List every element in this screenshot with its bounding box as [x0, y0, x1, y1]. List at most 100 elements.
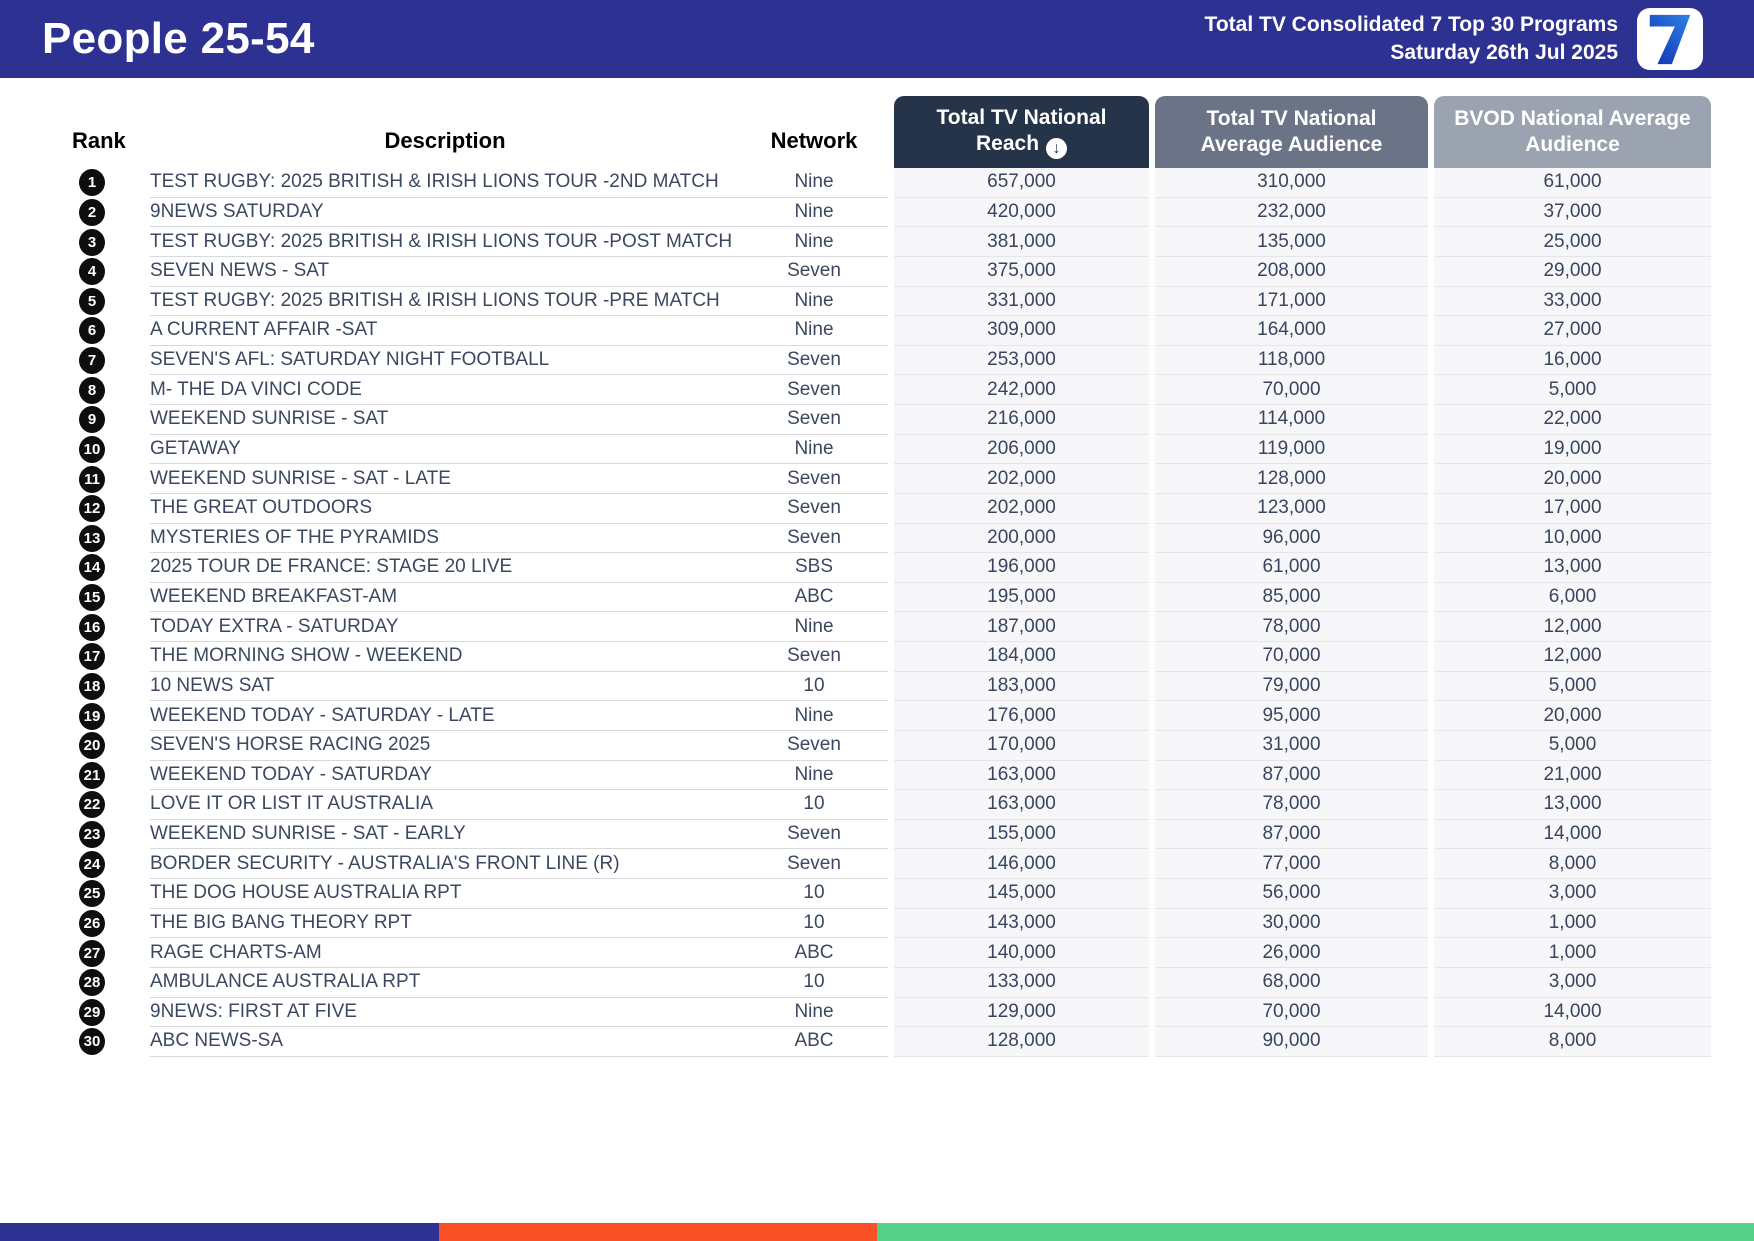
- total-tv-reach-value: 309,000: [894, 316, 1149, 346]
- total-tv-average-audience-value: 87,000: [1155, 760, 1428, 791]
- bvod-average-audience-value: 27,000: [1434, 316, 1711, 346]
- network-cell: Seven: [740, 524, 888, 554]
- program-description: WEEKEND SUNRISE - SAT - LATE: [150, 464, 740, 494]
- rank-badge-cell: 10: [72, 435, 112, 465]
- rank-badge: 25: [79, 880, 105, 908]
- table-row: 7 SEVEN'S AFL: SATURDAY NIGHT FOOTBALL Sev…: [72, 345, 1711, 376]
- table-row: 28 AMBULANCE AUSTRALIA RPT 10 133,000 68,000…: [72, 967, 1711, 998]
- network-cell: Seven: [740, 375, 888, 405]
- program-description: A CURRENT AFFAIR -SAT: [150, 316, 740, 346]
- total-tv-average-audience-value: 78,000: [1155, 790, 1428, 820]
- bvod-average-audience-value: 19,000: [1434, 434, 1711, 465]
- table-row: 26 THE BIG BANG THEORY RPT 10 143,000 30,000…: [72, 908, 1711, 939]
- bvod-average-audience-value: 13,000: [1434, 790, 1711, 820]
- total-tv-reach-value: 143,000: [894, 908, 1149, 939]
- rank-badge-cell: 20: [72, 731, 112, 761]
- table-row: 30 ABC NEWS-SA ABC 128,000 90,000 8,000: [72, 1027, 1711, 1057]
- program-description: MYSTERIES OF THE PYRAMIDS: [150, 524, 740, 554]
- rank-badge: 11: [79, 465, 105, 493]
- rank-badge-cell: 11: [72, 464, 112, 494]
- network-cell: 10: [740, 672, 888, 702]
- total-tv-average-audience-value: 79,000: [1155, 671, 1428, 702]
- rank-badge: 10: [79, 435, 105, 463]
- network-cell: Nine: [740, 168, 888, 198]
- rank-badge-cell: 1: [72, 168, 112, 198]
- bvod-average-audience-value: 13,000: [1434, 553, 1711, 583]
- total-tv-reach-value: 133,000: [894, 967, 1149, 998]
- network-cell: 10: [740, 790, 888, 820]
- program-description: SEVEN'S AFL: SATURDAY NIGHT FOOTBALL: [150, 346, 740, 376]
- column-header-total-tv-reach[interactable]: Total TV National Reach ↓: [894, 96, 1149, 168]
- bvod-average-audience-value: 3,000: [1434, 879, 1711, 909]
- column-header-network: Network: [770, 128, 858, 153]
- total-tv-average-audience-value: 77,000: [1155, 849, 1428, 879]
- rank-badge: 20: [79, 732, 105, 760]
- rank-badge-cell: 24: [72, 849, 112, 879]
- network-cell: ABC: [740, 1027, 888, 1057]
- rank-badge-cell: 2: [72, 198, 112, 228]
- total-tv-reach-value: 202,000: [894, 464, 1149, 494]
- table-row: 18 10 NEWS SAT 10 183,000 79,000 5,000: [72, 671, 1711, 702]
- bvod-average-audience-value: 5,000: [1434, 375, 1711, 405]
- total-tv-reach-value: 128,000: [894, 1027, 1149, 1057]
- program-description: AMBULANCE AUSTRALIA RPT: [150, 968, 740, 998]
- rank-badge: 23: [79, 821, 105, 849]
- rank-badge-cell: 5: [72, 287, 112, 317]
- network-cell: Seven: [740, 257, 888, 287]
- table-row: 24 BORDER SECURITY - AUSTRALIA'S FRONT LI…: [72, 849, 1711, 879]
- total-tv-reach-value: 155,000: [894, 819, 1149, 850]
- rank-badge: 5: [79, 287, 105, 315]
- network-cell: Nine: [740, 287, 888, 317]
- total-tv-reach-value: 200,000: [894, 523, 1149, 554]
- table-row: 6 A CURRENT AFFAIR -SAT Nine 309,000 164,000…: [72, 316, 1711, 346]
- bvod-average-audience-value: 61,000: [1434, 168, 1711, 198]
- total-tv-average-audience-value: 135,000: [1155, 227, 1428, 257]
- total-tv-average-audience-value: 171,000: [1155, 286, 1428, 317]
- total-tv-average-audience-value: 61,000: [1155, 553, 1428, 583]
- rank-badge-cell: 29: [72, 998, 112, 1028]
- rank-badge-cell: 8: [72, 375, 112, 405]
- total-tv-reach-value: 242,000: [894, 375, 1149, 405]
- program-description: 9NEWS SATURDAY: [150, 198, 740, 228]
- rank-badge: 24: [79, 850, 105, 878]
- total-tv-average-audience-value: 31,000: [1155, 730, 1428, 761]
- total-tv-reach-value: 184,000: [894, 642, 1149, 672]
- column-header-description: Description: [384, 128, 506, 153]
- sort-descending-icon[interactable]: ↓: [1046, 138, 1068, 160]
- network-cell: ABC: [740, 583, 888, 613]
- total-tv-average-audience-value: 78,000: [1155, 612, 1428, 642]
- network-cell: Seven: [740, 820, 888, 850]
- total-tv-reach-value: 163,000: [894, 790, 1149, 820]
- column-header-total-tv-average-audience[interactable]: Total TV National Average Audience: [1155, 96, 1428, 168]
- rank-badge: 30: [79, 1028, 105, 1056]
- network-cell: Nine: [740, 435, 888, 465]
- network-cell: 10: [740, 968, 888, 998]
- top-30-table: Rank Description Network Total TV Nation…: [72, 96, 1711, 1057]
- program-description: TEST RUGBY: 2025 BRITISH & IRISH LIONS T…: [150, 168, 740, 198]
- table-row: 17 THE MORNING SHOW - WEEKEND Seven 184,000…: [72, 642, 1711, 672]
- footer-bar-segment: [0, 1223, 439, 1241]
- network-cell: Nine: [740, 761, 888, 791]
- rank-badge: 17: [79, 643, 105, 671]
- rank-badge-cell: 28: [72, 968, 112, 998]
- network-cell: Nine: [740, 701, 888, 731]
- table-row: 20 SEVEN'S HORSE RACING 2025 Seven 170,000 3…: [72, 730, 1711, 761]
- table-row: 21 WEEKEND TODAY - SATURDAY Nine 163,000 87,…: [72, 760, 1711, 791]
- table-row: 5 TEST RUGBY: 2025 BRITISH & IRISH LIONS …: [72, 286, 1711, 317]
- total-tv-average-audience-value: 70,000: [1155, 642, 1428, 672]
- table-row: 16 TODAY EXTRA - SATURDAY Nine 187,000 78,00…: [72, 612, 1711, 642]
- total-tv-average-audience-value: 128,000: [1155, 464, 1428, 494]
- total-tv-average-audience-value: 232,000: [1155, 197, 1428, 228]
- table-body: 1 TEST RUGBY: 2025 BRITISH & IRISH LIONS …: [72, 168, 1711, 1057]
- program-description: THE BIG BANG THEORY RPT: [150, 909, 740, 939]
- total-tv-reach-value: 187,000: [894, 612, 1149, 642]
- bvod-average-audience-value: 10,000: [1434, 523, 1711, 554]
- rank-badge-cell: 21: [72, 761, 112, 791]
- bvod-average-audience-value: 8,000: [1434, 1027, 1711, 1057]
- network-cell: Nine: [740, 316, 888, 346]
- program-description: TODAY EXTRA - SATURDAY: [150, 612, 740, 642]
- bvod-average-audience-value: 5,000: [1434, 730, 1711, 761]
- column-header-bvod-average-audience[interactable]: BVOD National Average Audience: [1434, 96, 1711, 168]
- rank-badge: 12: [79, 495, 105, 523]
